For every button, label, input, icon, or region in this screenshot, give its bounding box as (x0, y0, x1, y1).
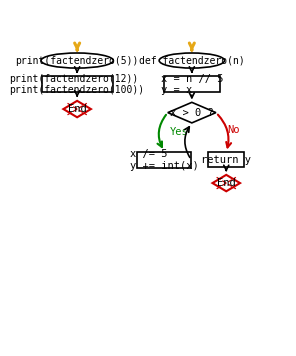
Text: End: End (217, 178, 236, 188)
Text: No: No (227, 125, 240, 135)
Ellipse shape (159, 53, 225, 68)
Text: End: End (68, 104, 86, 114)
Ellipse shape (41, 53, 113, 68)
Bar (164, 77, 220, 92)
Text: print(factendzero(5)): print(factendzero(5)) (15, 56, 139, 66)
Text: x /= 5
y += int(x): x /= 5 y += int(x) (130, 149, 199, 171)
Text: print(factendzero(12))
print(factendzero(100)): print(factendzero(12)) print(factendzero… (9, 74, 145, 95)
Text: Yes: Yes (170, 127, 189, 137)
Bar (137, 152, 191, 168)
Polygon shape (168, 102, 216, 123)
Text: def factendzero(n): def factendzero(n) (139, 56, 245, 66)
Bar (41, 77, 113, 92)
Text: return y: return y (201, 155, 251, 165)
Bar (208, 152, 244, 167)
Polygon shape (213, 175, 240, 191)
Polygon shape (63, 101, 91, 117)
Text: x > 0 ?: x > 0 ? (170, 108, 214, 117)
Text: x = n // 5
y = x: x = n // 5 y = x (161, 74, 223, 95)
